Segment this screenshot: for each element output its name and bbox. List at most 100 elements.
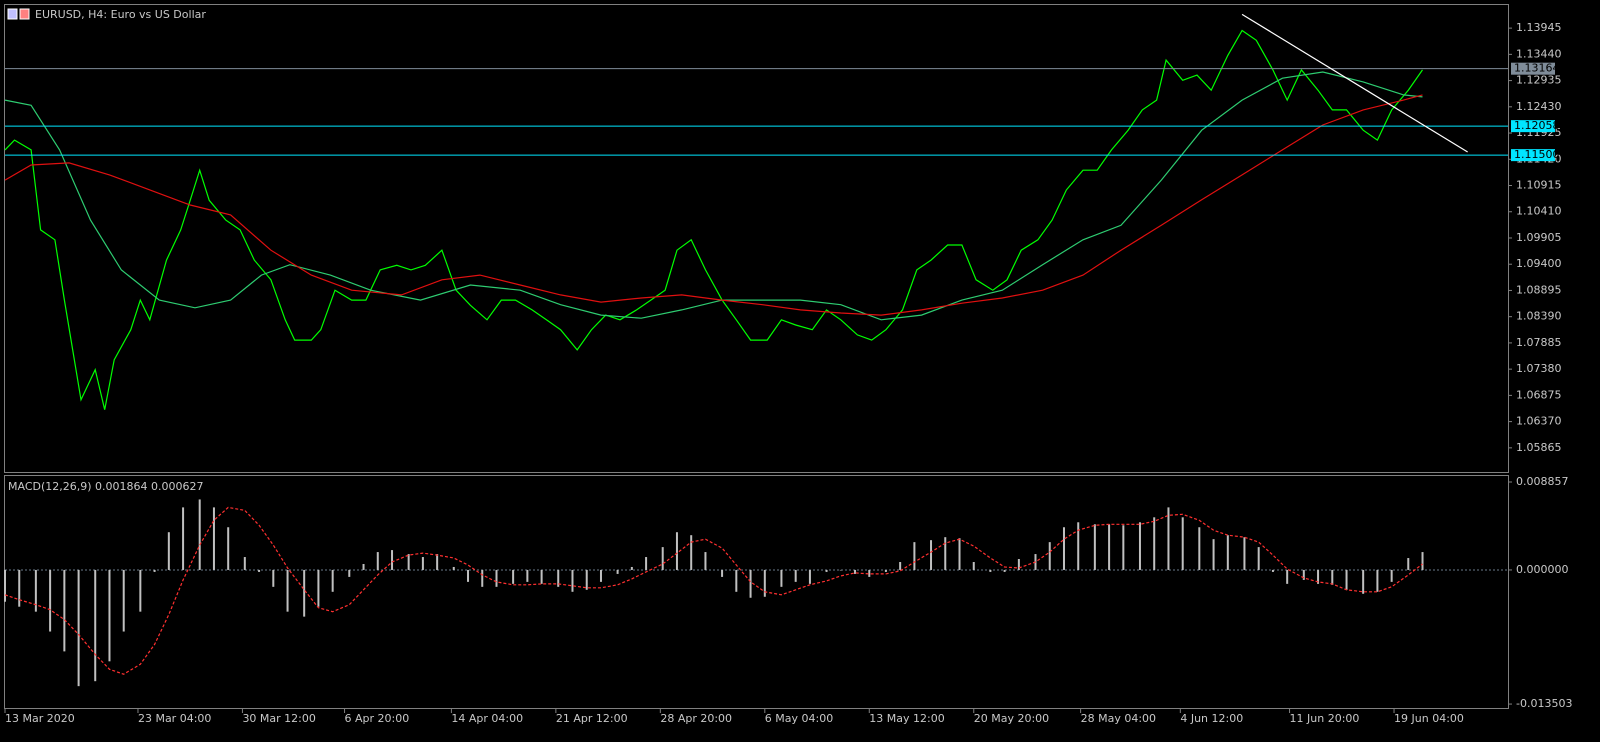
histogram-bar — [763, 569, 766, 597]
histogram-bar — [167, 532, 170, 570]
histogram-bar — [272, 569, 275, 587]
x-tick-label: 28 Apr 20:00 — [660, 712, 732, 725]
histogram-bar — [958, 538, 961, 570]
y-tick-label: 1.09905 — [1516, 231, 1562, 244]
histogram-bar — [690, 535, 693, 570]
histogram-bar — [1407, 558, 1410, 570]
histogram-bar — [721, 569, 724, 577]
histogram-bar — [512, 569, 515, 584]
histogram-bar — [944, 537, 947, 570]
histogram-bar — [989, 569, 992, 572]
histogram-bar — [243, 557, 246, 570]
histogram-bar — [18, 569, 21, 607]
y-tick-label: 1.06370 — [1516, 415, 1562, 428]
macd-title: MACD(12,26,9) 0.001864 0.000627 — [8, 480, 204, 493]
histogram-bar — [182, 507, 185, 570]
histogram-bar — [258, 569, 261, 572]
histogram-bar — [1122, 525, 1125, 570]
histogram-bar — [1108, 524, 1111, 570]
y-tick-label: 1.07885 — [1516, 336, 1562, 349]
macd-pane — [4, 475, 1509, 709]
histogram-bar — [436, 554, 439, 570]
histogram-bar — [94, 569, 97, 682]
histogram-bar — [825, 569, 828, 572]
histogram-bar — [1003, 569, 1006, 572]
y-tick-label: 1.10410 — [1516, 205, 1562, 218]
histogram-bar — [1048, 542, 1051, 570]
histogram-bar — [616, 569, 619, 574]
y-tick-label: 1.12935 — [1516, 74, 1562, 87]
histogram-bar — [467, 569, 470, 582]
histogram-bar — [913, 542, 916, 570]
histogram-bar — [34, 569, 37, 612]
histogram-bar — [661, 547, 664, 570]
histogram-bar — [452, 566, 455, 570]
histogram-bar — [526, 569, 529, 582]
histogram-bar — [348, 569, 351, 577]
symbol-icon — [7, 8, 30, 20]
price-level-label: 1.13164 — [1514, 62, 1560, 75]
histogram-bar — [1302, 569, 1305, 580]
histogram-bar — [1331, 569, 1334, 585]
x-tick-label: 20 May 20:00 — [974, 712, 1049, 725]
histogram-bar — [122, 569, 125, 632]
x-tick-label: 4 Jun 12:00 — [1180, 712, 1243, 725]
histogram-bar — [1257, 547, 1260, 570]
histogram-bar — [139, 569, 142, 612]
y-tick-label: 1.07380 — [1516, 362, 1562, 375]
histogram-bar — [49, 569, 52, 632]
histogram-bar — [421, 557, 424, 570]
histogram-bar — [1153, 517, 1156, 570]
histogram-bar — [868, 569, 871, 577]
histogram-bar — [839, 569, 842, 571]
histogram-bar — [331, 569, 334, 592]
histogram-bar — [585, 569, 588, 590]
y-tick-label: 1.13440 — [1516, 47, 1562, 60]
x-tick-label: 14 Apr 04:00 — [451, 712, 523, 725]
series-line — [4, 29, 1423, 410]
histogram-bar — [303, 569, 306, 617]
histogram-bar — [1286, 569, 1289, 584]
price-pane — [4, 4, 1509, 473]
histogram-bar — [854, 569, 857, 574]
histogram-bar — [376, 552, 379, 570]
histogram-bar — [540, 569, 543, 584]
price-level-label: 1.12058 — [1514, 119, 1560, 132]
histogram-bar — [1317, 569, 1320, 584]
histogram-bar — [735, 569, 738, 592]
y-tick-label: 0.008857 — [1516, 475, 1569, 488]
series-line — [4, 94, 1423, 316]
histogram-bar — [557, 569, 560, 587]
x-tick-label: 21 Apr 12:00 — [556, 712, 628, 725]
y-tick-label: -0.013503 — [1516, 697, 1572, 710]
histogram-bar — [1243, 537, 1246, 570]
histogram-bar — [153, 569, 156, 572]
x-tick-label: 11 Jun 20:00 — [1290, 712, 1360, 725]
histogram-bar — [1017, 559, 1020, 570]
histogram-bar — [899, 562, 902, 570]
histogram-bar — [317, 569, 320, 607]
y-tick-label: 1.13945 — [1516, 21, 1562, 34]
y-tick-label: 1.05865 — [1516, 441, 1562, 454]
price-level-tag — [1511, 120, 1555, 133]
y-tick-label: 1.12430 — [1516, 100, 1562, 113]
symbol-title: EURUSD, H4: Euro vs US Dollar — [35, 8, 206, 21]
histogram-bar — [4, 569, 6, 602]
y-tick-label: 0.000000 — [1516, 563, 1569, 576]
y-tick-label: 1.06875 — [1516, 388, 1562, 401]
histogram-bar — [1376, 569, 1379, 592]
histogram-bar — [286, 569, 289, 612]
histogram-bar — [780, 569, 783, 587]
histogram-bar — [1212, 539, 1215, 570]
histogram-bar — [1226, 535, 1229, 570]
histogram-bar — [749, 569, 752, 598]
histogram-bar — [704, 552, 707, 570]
histogram-bar — [1271, 569, 1274, 572]
icon-part — [7, 8, 18, 20]
histogram-bar — [227, 527, 230, 570]
histogram-bar — [630, 566, 633, 570]
y-tick-label: 1.08390 — [1516, 310, 1562, 323]
histogram-bar — [645, 557, 648, 570]
histogram-bar — [1167, 507, 1170, 570]
